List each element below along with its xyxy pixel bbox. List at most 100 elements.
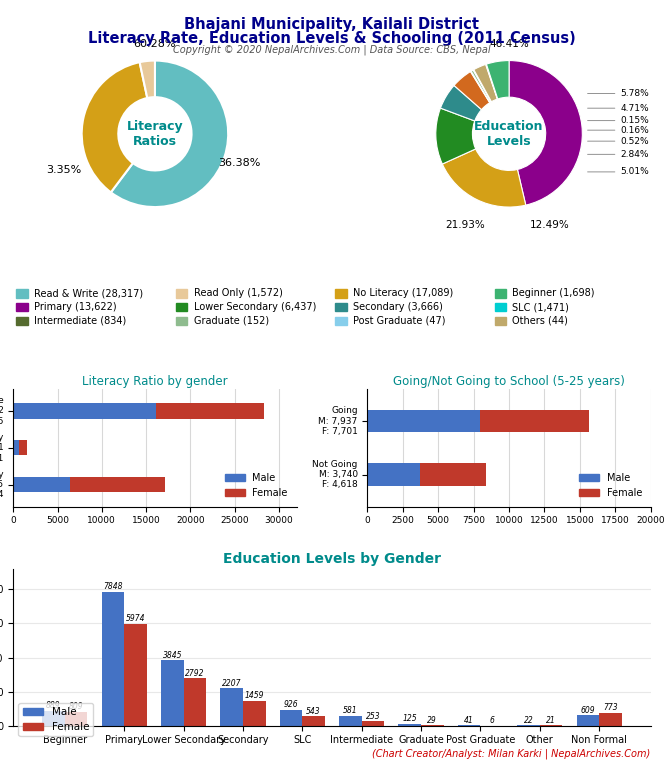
Wedge shape [473,70,491,102]
Text: 29: 29 [428,716,437,725]
Bar [280,710,302,726]
Title: Literacy Ratio by gender: Literacy Ratio by gender [82,375,228,388]
Text: Primary (13,622): Primary (13,622) [35,302,117,312]
Bar [13,440,19,455]
Bar [576,715,599,726]
Wedge shape [471,71,490,103]
Bar [65,712,88,726]
FancyBboxPatch shape [176,289,187,298]
Text: Education
Levels: Education Levels [474,120,544,147]
Text: 60.28%: 60.28% [133,39,176,49]
Legend: Male, Female: Male, Female [576,469,646,502]
Bar [420,463,486,486]
Wedge shape [440,85,481,121]
Wedge shape [436,108,475,164]
Bar [480,410,589,432]
Text: 1459: 1459 [244,691,264,700]
FancyBboxPatch shape [495,303,506,312]
Bar [19,440,27,455]
Bar [161,660,183,726]
Legend: Male, Female: Male, Female [221,469,291,502]
Text: No Literacy (17,089): No Literacy (17,089) [353,289,454,299]
Text: 926: 926 [284,700,298,710]
Bar [339,716,362,726]
Text: Read & Write (28,317): Read & Write (28,317) [35,289,143,299]
Text: 4.71%: 4.71% [588,104,649,113]
Text: Literacy
Ratios: Literacy Ratios [127,120,183,147]
Bar [183,678,206,726]
Text: Others (44): Others (44) [513,316,568,326]
Bar [156,403,264,419]
Wedge shape [111,61,228,207]
Wedge shape [139,61,155,98]
Legend: Male, Female: Male, Female [19,703,94,737]
Text: 7848: 7848 [103,582,123,591]
Bar [42,710,65,726]
FancyBboxPatch shape [176,303,187,312]
Title: Going/Not Going to School (5-25 years): Going/Not Going to School (5-25 years) [393,375,625,388]
Text: 581: 581 [343,707,358,715]
Text: Intermediate (834): Intermediate (834) [35,316,127,326]
Text: 609: 609 [580,706,595,715]
FancyBboxPatch shape [495,316,506,325]
Text: 21: 21 [546,716,556,725]
Bar [70,477,165,492]
Text: 0.15%: 0.15% [588,116,649,125]
Bar [599,713,622,726]
Bar [398,723,421,726]
Text: 2792: 2792 [185,669,205,677]
Text: 6: 6 [489,716,494,725]
Bar [243,701,266,726]
Text: Beginner (1,698): Beginner (1,698) [513,289,595,299]
Text: (Chart Creator/Analyst: Milan Karki | NepalArchives.Com): (Chart Creator/Analyst: Milan Karki | Ne… [373,748,651,759]
Text: 36.38%: 36.38% [218,158,260,168]
Text: 3845: 3845 [163,650,182,660]
Text: Lower Secondary (6,437): Lower Secondary (6,437) [194,302,316,312]
Wedge shape [82,62,147,192]
Text: Read Only (1,572): Read Only (1,572) [194,289,283,299]
Text: 0.16%: 0.16% [588,126,649,134]
Text: 0.52%: 0.52% [588,137,649,146]
Bar [13,477,70,492]
Text: 889: 889 [46,701,61,710]
Text: 41: 41 [464,716,474,724]
Text: Secondary (3,666): Secondary (3,666) [353,302,443,312]
Text: SLC (1,471): SLC (1,471) [513,302,569,312]
Text: 2207: 2207 [222,679,242,687]
Text: 2.84%: 2.84% [588,150,649,159]
Text: 12.49%: 12.49% [529,220,569,230]
Text: 22: 22 [524,716,533,725]
Text: 3.35%: 3.35% [46,165,81,175]
Bar [367,463,420,486]
Wedge shape [509,61,582,205]
Text: 253: 253 [366,712,380,721]
Wedge shape [486,65,498,99]
FancyBboxPatch shape [17,303,28,312]
Wedge shape [442,149,526,207]
FancyBboxPatch shape [335,316,347,325]
Bar [124,624,147,726]
Wedge shape [471,70,491,102]
Bar [302,717,325,726]
Text: 773: 773 [603,703,618,712]
Wedge shape [474,65,497,101]
Text: 21.93%: 21.93% [446,220,485,230]
Text: 5974: 5974 [125,614,145,624]
Text: 125: 125 [402,714,417,723]
Bar [367,410,480,432]
FancyBboxPatch shape [176,316,187,325]
Text: 543: 543 [306,707,321,716]
Title: Education Levels by Gender: Education Levels by Gender [223,552,441,566]
Text: Post Graduate (47): Post Graduate (47) [353,316,446,326]
Text: Graduate (152): Graduate (152) [194,316,269,326]
Text: Bhajani Municipality, Kailali District: Bhajani Municipality, Kailali District [185,17,479,32]
Text: 5.78%: 5.78% [588,89,649,98]
FancyBboxPatch shape [495,289,506,298]
Text: Copyright © 2020 NepalArchives.Com | Data Source: CBS, Nepal: Copyright © 2020 NepalArchives.Com | Dat… [173,45,491,55]
Text: 5.01%: 5.01% [588,167,649,177]
Text: 46.41%: 46.41% [489,39,529,49]
Wedge shape [454,71,490,110]
Wedge shape [487,61,509,99]
FancyBboxPatch shape [17,316,28,325]
FancyBboxPatch shape [335,303,347,312]
